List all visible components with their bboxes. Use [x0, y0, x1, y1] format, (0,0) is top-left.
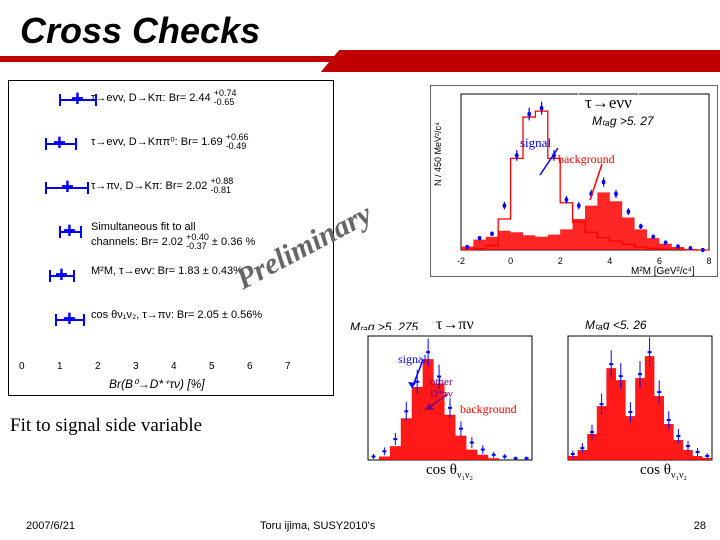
fit-row: +τ→evv, D→Kππ⁰: Br= 1.69 +0.66-0.49	[11, 127, 331, 171]
fit-row: +τ→evv, D→Kπ: Br= 2.44 +0.74-0.65	[11, 83, 331, 127]
red-block	[350, 50, 720, 72]
fit-row-label: τ→evv, D→Kπ: Br= 2.44 +0.74-0.65	[91, 89, 236, 107]
x-axis-label: Br(B⁰→D*⁺τν) [%]	[109, 377, 205, 391]
fit-row-label: Simultaneous fit to allchannels: Br= 2.0…	[91, 221, 255, 251]
tau-evv-label: τ→eνν	[578, 90, 639, 116]
fit-row: +τ→πν, D→Kπ: Br= 2.02 +0.88-0.81	[11, 171, 331, 215]
cos-label-br: cos θν₁ν₂	[640, 462, 687, 481]
fit-row-label: M²M, τ→evv: Br= 1.83 ± 0.43%	[91, 265, 243, 277]
svg-text:2: 2	[558, 256, 563, 266]
fit-row-label: τ→πν, D→Kπ: Br= 2.02 +0.88-0.81	[91, 177, 233, 195]
page-title: Cross Checks	[20, 10, 260, 52]
background-label-top: background	[558, 152, 615, 167]
signal-label-top: signal	[520, 135, 551, 151]
footer-page: 28	[694, 520, 706, 532]
svg-text:M²M [GeV²/c⁴]: M²M [GeV²/c⁴]	[631, 266, 695, 277]
svg-text:0: 0	[508, 256, 513, 266]
fit-row: +cos θν₁ν₂, τ→πν: Br= 2.05 ± 0.56%	[11, 303, 331, 347]
svg-text:8: 8	[706, 256, 711, 266]
hist-br-svg	[550, 330, 718, 480]
fit-row-label: cos θν₁ν₂, τ→πν: Br= 2.05 ± 0.56%	[91, 309, 262, 321]
fit-row-label: τ→evv, D→Kππ⁰: Br= 1.69 +0.66-0.49	[91, 133, 248, 151]
x-ticks: 01234567	[11, 361, 335, 375]
footer-date: 2007/6/21	[26, 520, 75, 532]
hist-bottom-right	[550, 330, 718, 480]
cos-label-bl: cos θν₁ν₂	[426, 462, 473, 481]
mtag-top: Mₜₐg >5. 27	[592, 114, 654, 128]
hist-top-right: -2 0 2 4 6 8 M²M [GeV²/c⁴] N / 450 MeV²/c⁴	[430, 85, 718, 277]
fit-to-label: Fit to signal side variable	[10, 415, 202, 437]
background-label-bl: background	[460, 402, 517, 417]
svg-text:N / 450 MeV²/c⁴: N / 450 MeV²/c⁴	[433, 122, 443, 186]
signal-label-bl: signal	[398, 352, 427, 367]
other-label-bl: otherD*τν	[430, 376, 453, 400]
title-bar: Cross Checks	[0, 0, 720, 60]
svg-text:4: 4	[607, 256, 612, 266]
svg-text:6: 6	[657, 256, 662, 266]
hist-top-svg: -2 0 2 4 6 8 M²M [GeV²/c⁴] N / 450 MeV²/c⁴	[431, 86, 717, 276]
footer-author: Toru ijima, SUSY2010's	[260, 520, 375, 532]
svg-text:-2: -2	[457, 256, 465, 266]
